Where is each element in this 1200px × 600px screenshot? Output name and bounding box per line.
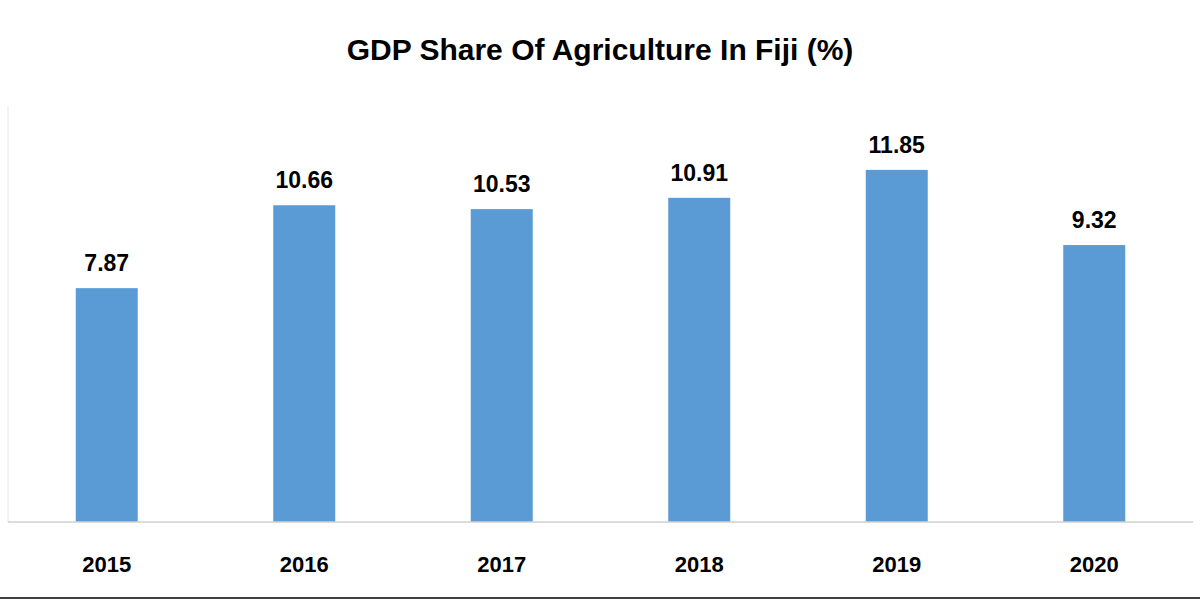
bar [866, 170, 928, 522]
data-label: 10.91 [670, 160, 728, 186]
data-label: 10.53 [473, 171, 531, 197]
x-tick-label: 2019 [872, 552, 921, 577]
bar [668, 198, 730, 522]
bars [76, 170, 1126, 522]
bar [471, 209, 533, 522]
x-tick-label: 2017 [477, 552, 526, 577]
bottom-border [0, 597, 1200, 599]
data-label: 7.87 [84, 250, 129, 276]
chart: GDP Share Of Agriculture In Fiji (%) 7.87… [0, 0, 1200, 600]
x-axis-line [8, 521, 1193, 523]
data-label: 11.85 [869, 132, 925, 158]
data-label: 10.66 [275, 167, 333, 193]
y-axis-line [8, 106, 9, 522]
x-tick-label: 2020 [1070, 552, 1119, 577]
bar [1063, 245, 1125, 522]
x-tick-label: 2015 [82, 552, 131, 577]
bar [76, 288, 138, 522]
chart-title: GDP Share Of Agriculture In Fiji (%) [347, 33, 854, 66]
bar [273, 205, 335, 522]
x-tick-label: 2016 [280, 552, 329, 577]
data-label: 9.32 [1072, 207, 1117, 233]
x-tick-label: 2018 [675, 552, 724, 577]
